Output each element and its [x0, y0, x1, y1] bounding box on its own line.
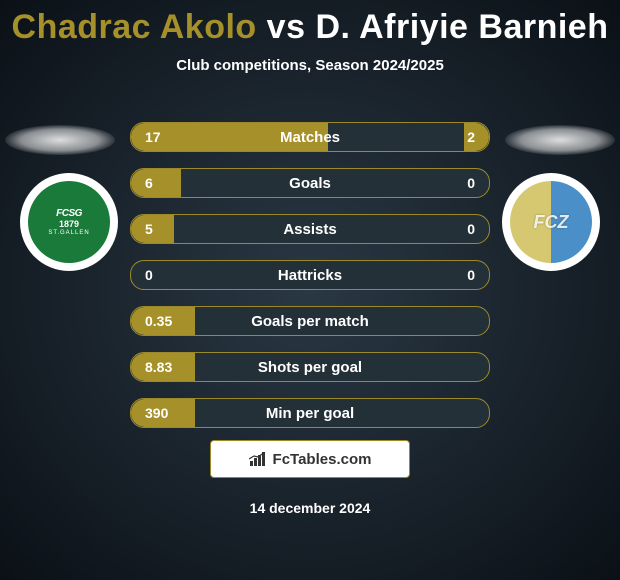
- stat-row: 00Hattricks: [130, 260, 490, 290]
- fcz-abbr: FCZ: [534, 212, 569, 233]
- fcsg-abbr: FCSG: [56, 208, 82, 219]
- stat-label: Min per goal: [131, 399, 489, 427]
- player1-name: Chadrac Akolo: [12, 8, 257, 46]
- brand-box[interactable]: FcTables.com: [210, 440, 410, 478]
- vs-label: vs: [267, 8, 306, 46]
- fcz-badge: FCZ: [510, 181, 592, 263]
- stat-row: 172Matches: [130, 122, 490, 152]
- date-label: 14 december 2024: [0, 500, 620, 516]
- fcsg-year: 1879: [59, 219, 79, 229]
- player2-name: D. Afriyie Barnieh: [315, 8, 608, 46]
- stat-label: Matches: [131, 123, 489, 151]
- stat-label: Shots per goal: [131, 353, 489, 381]
- chart-icon: [249, 452, 267, 466]
- stat-row: 8.83Shots per goal: [130, 352, 490, 382]
- stat-label: Assists: [131, 215, 489, 243]
- stat-row: 0.35Goals per match: [130, 306, 490, 336]
- stat-label: Goals: [131, 169, 489, 197]
- comparison-title: Chadrac Akolo vs D. Afriyie Barnieh: [0, 0, 620, 47]
- fcsg-sub: ST.GALLEN: [48, 230, 89, 236]
- club-logo-left: FCSG 1879 ST.GALLEN: [20, 173, 118, 271]
- stat-row: 390Min per goal: [130, 398, 490, 428]
- logo-shadow-right: [505, 125, 615, 155]
- stat-row: 60Goals: [130, 168, 490, 198]
- logo-shadow-left: [5, 125, 115, 155]
- stat-label: Hattricks: [131, 261, 489, 289]
- club-logo-right: FCZ: [502, 173, 600, 271]
- stats-list: 172Matches 60Goals 50Assists 00Hattricks 0.3…: [130, 122, 490, 444]
- fcsg-badge: FCSG 1879 ST.GALLEN: [28, 181, 110, 263]
- subtitle: Club competitions, Season 2024/2025: [0, 57, 620, 74]
- stat-label: Goals per match: [131, 307, 489, 335]
- brand-text: FcTables.com: [273, 451, 372, 468]
- stat-row: 50Assists: [130, 214, 490, 244]
